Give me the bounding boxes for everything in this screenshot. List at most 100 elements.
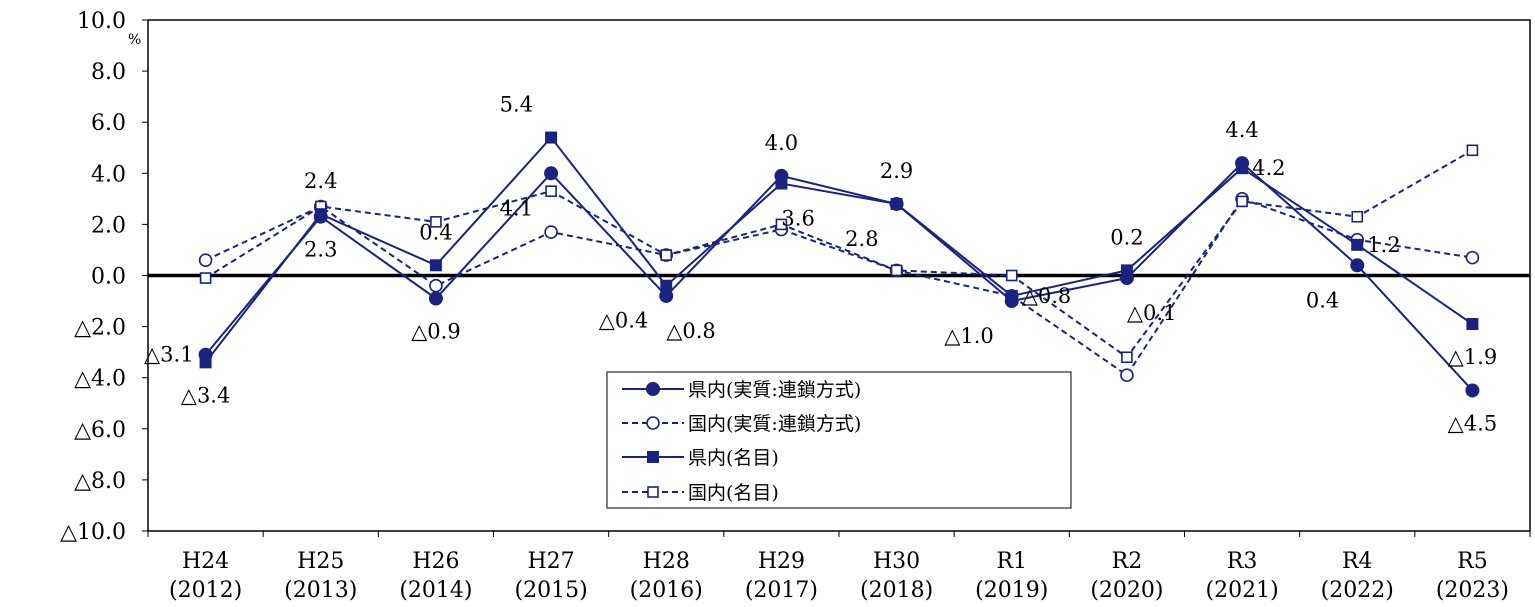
legend-label: 国内(実質:連鎖方式) [688,413,861,435]
legend-item: 国内(実質:連鎖方式) [622,413,861,435]
x-tick-label-year: (2023) [1436,578,1509,603]
data-label: △3.4 [181,383,231,407]
data-label: △1.9 [1448,345,1498,369]
legend-label: 国内(名目) [688,482,779,504]
data-label: △0.1 [1127,301,1177,325]
data-point [1120,264,1133,277]
y-tick-label: △6.0 [74,418,126,443]
x-tick-label-year: (2012) [169,578,242,603]
y-tick-label: 10.0 [77,9,126,34]
data-point [1351,238,1364,251]
y-tick-label: △4.0 [74,367,126,392]
data-point [544,166,559,181]
legend-box [606,371,1072,509]
y-axis-ticks: 10.0 8.0 6.0 4.0 2.0 0.0 △2.0 △4.0 △6.0 △8.0 △10.0 [60,9,148,545]
x-tick-label-era: R1 [996,549,1027,574]
legend-swatch-marker [646,382,660,396]
data-label: △0.8 [666,319,716,343]
data-label: 0.4 [1306,288,1339,312]
data-point [1236,195,1248,208]
data-label: 2.8 [845,227,878,251]
data-label: △3.1 [144,343,194,367]
legend-item: 国内(名目) [622,482,779,504]
x-tick-label-year: (2016) [630,578,703,603]
data-point [660,249,673,261]
x-tick-label-year: (2019) [975,578,1048,603]
x-tick-label-year: (2013) [284,578,357,603]
legend-label: 県内(名目) [688,447,779,469]
y-tick-label: △2.0 [74,316,126,341]
data-label: 4.0 [765,131,798,155]
legend-swatch-marker [646,416,660,430]
legend-swatch-marker [647,451,659,463]
data-point [660,279,673,292]
data-point [1351,210,1364,223]
data-point [1465,250,1480,265]
series-group [198,131,1480,398]
y-tick-label: 8.0 [91,60,126,85]
series-line [205,149,1473,359]
data-point [1466,144,1479,157]
x-tick-label-year: (2018) [860,578,933,603]
legend-label: 県内(実質:連鎖方式) [688,379,861,401]
data-label: 4.2 [1252,156,1285,180]
series-line [204,135,1473,363]
data-label: 2.3 [304,238,337,262]
data-point [544,225,558,239]
data-label: 3.6 [781,207,814,231]
data-point [199,356,212,369]
data-label: 2.9 [880,159,913,183]
data-labels: △3.1 △3.4 2.4 2.3 0.4 △0.9 5.4 4.1 △0.4 △0.8 4.0 3.… [144,93,1497,436]
data-point [545,185,557,197]
data-point [429,278,443,293]
data-point [430,216,442,228]
data-label: 0.2 [1110,225,1143,249]
y-tick-label: △10.0 [60,520,126,545]
x-axis-ticks: H24 (2012) H25 (2013) H26 (2014) H27 (2015) H28 (… [147,531,1531,603]
data-label: △0.8 [1022,284,1072,308]
data-point [1236,162,1249,175]
series-4 [199,144,1479,364]
data-point [429,259,442,272]
y-tick-label: △8.0 [74,469,126,494]
legend-item: 県内(名目) [622,447,779,469]
legend-swatch-marker [647,486,659,498]
data-label: 1.2 [1367,233,1400,257]
data-label: 2.4 [304,169,337,193]
data-label: 4.1 [500,196,533,220]
data-point [198,253,213,267]
data-point [545,131,558,144]
data-point [775,177,788,190]
x-tick-label-era: H26 [412,549,459,574]
x-tick-label-year: (2020) [1090,578,1163,603]
data-label: 4.4 [1225,118,1258,142]
data-point [199,272,212,284]
data-point [1465,383,1480,398]
series-line [205,197,1473,377]
x-tick-label-year: (2021) [1206,578,1279,603]
x-tick-label-year: (2014) [399,578,472,603]
legend-item: 県内(実質:連鎖方式) [622,379,861,401]
x-tick-label-year: (2022) [1321,578,1394,603]
x-tick-label-era: R2 [1112,549,1143,574]
y-tick-label: 4.0 [91,162,126,187]
x-tick-label-era: H25 [297,549,344,574]
data-point [428,291,443,306]
data-label: 0.4 [419,220,452,244]
data-point [1005,269,1018,282]
data-point [1120,368,1134,382]
data-point [1121,351,1133,364]
data-point [890,197,903,210]
series-3 [199,131,1479,369]
x-tick-label-era: R3 [1227,549,1258,574]
x-tick-label-era: H24 [182,549,229,574]
y-tick-label: 2.0 [91,213,126,238]
x-tick-label-era: H29 [758,549,805,574]
data-label: △0.9 [411,319,461,343]
x-tick-label-era: H30 [873,549,920,574]
data-point [890,264,903,277]
data-point [775,218,788,231]
data-label: △0.4 [599,309,649,333]
